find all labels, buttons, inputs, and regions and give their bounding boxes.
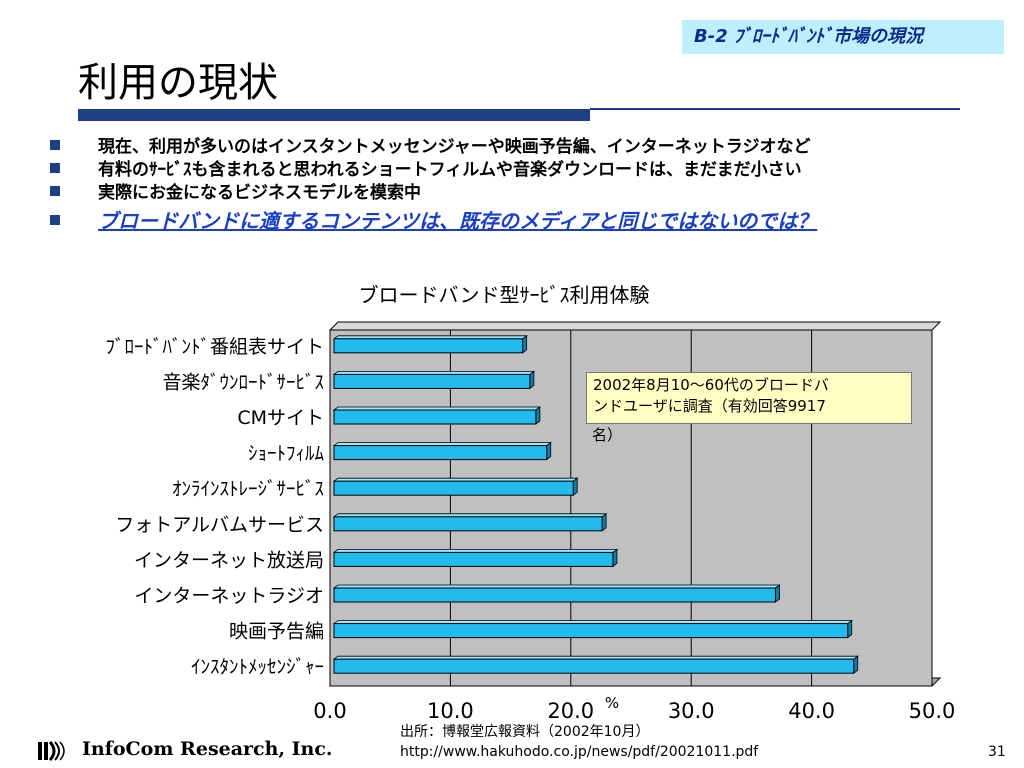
plot-top-wall bbox=[328, 321, 942, 331]
category-label: ｲﾝｽﾀﾝﾄﾒｯｾﾝｼﾞｬｰ bbox=[191, 656, 324, 678]
x-axis-label: % bbox=[605, 694, 619, 712]
category-label: インターネット放送局 bbox=[134, 549, 324, 571]
category-label: CMサイト bbox=[237, 407, 324, 429]
category-label: インターネットラジオ bbox=[134, 585, 324, 607]
bar bbox=[333, 409, 537, 425]
bar bbox=[333, 551, 614, 567]
x-tick-label: 20.0 bbox=[547, 699, 594, 723]
bar-side bbox=[601, 512, 607, 532]
bullet-square-icon bbox=[50, 186, 60, 196]
bullet-square-icon bbox=[50, 215, 60, 225]
bar-side bbox=[529, 370, 535, 390]
bar-side bbox=[853, 655, 859, 675]
page-title: 利用の現状 bbox=[78, 60, 278, 106]
bullet-item: 実際にお金になるビジネスモデルを模索中 bbox=[40, 178, 1000, 203]
bullet-item: 現在、利用が多いのはインスタントメッセンジャーや映画予告編、インターネットラジオ… bbox=[40, 132, 1000, 157]
x-tick-label: 10.0 bbox=[427, 699, 474, 723]
bullet-item-emphasis: ブロードバンドに適するコンテンツは、既存のメディアと同じではないのでは？ bbox=[40, 205, 1000, 235]
survey-note-line: 名） bbox=[592, 426, 623, 444]
bar bbox=[333, 516, 603, 532]
bar bbox=[333, 480, 574, 496]
bullet-text: 有料のｻｰﾋﾞｽも含まれると思われるショートフィルムや音楽ダウンロードは、まだま… bbox=[98, 160, 802, 180]
company-name: InfoCom Research, Inc. bbox=[82, 738, 333, 760]
title-rule-thin bbox=[590, 108, 960, 110]
survey-note-line: 2002年8月10～60代のブロードバ bbox=[593, 376, 829, 394]
source-url: http://www.hakuhodo.co.jp/news/pdf/20021… bbox=[400, 744, 759, 760]
category-label: 音楽ﾀﾞｳﾝﾛｰﾄﾞｻｰﾋﾞｽ bbox=[162, 371, 324, 393]
bullet-square-icon bbox=[50, 163, 60, 173]
category-label: ｵﾝﾗｲﾝｽﾄﾚｰｼﾞｻｰﾋﾞｽ bbox=[172, 478, 324, 500]
survey-note-line: ンドユーザに調査（有効回答9917 bbox=[593, 397, 826, 415]
bar bbox=[333, 623, 849, 639]
bar bbox=[333, 445, 548, 461]
x-tick-label: 0.0 bbox=[313, 699, 346, 723]
source-citation: 出所：博報堂広報資料（2002年10月） http://www.hakuhodo… bbox=[400, 722, 758, 762]
bullet-text: 現在、利用が多いのはインスタントメッセンジャーや映画予告編、インターネットラジオ… bbox=[98, 137, 811, 157]
title-rule-thick bbox=[78, 109, 590, 121]
category-label: フォトアルバムサービス bbox=[115, 514, 324, 536]
chart-title: ブロードバンド型ｻｰﾋﾞｽ利用体験 bbox=[359, 283, 650, 307]
x-tick-label: 30.0 bbox=[668, 699, 715, 723]
bullet-list: 現在、利用が多いのはインスタントメッセンジャーや映画予告編、インターネットラジオ… bbox=[40, 132, 1000, 235]
bar-side bbox=[546, 441, 552, 461]
bullet-text: 実際にお金になるビジネスモデルを模索中 bbox=[98, 183, 421, 203]
bar bbox=[333, 587, 776, 603]
bar-side bbox=[522, 334, 528, 354]
page-number: 31 bbox=[988, 744, 1006, 760]
x-tick-label: 40.0 bbox=[788, 699, 835, 723]
bullet-item: 有料のｻｰﾋﾞｽも含まれると思われるショートフィルムや音楽ダウンロードは、まだま… bbox=[40, 155, 1000, 180]
company-logo-icon bbox=[38, 741, 65, 761]
bar-side bbox=[535, 406, 541, 425]
section-badge: B-2 ﾌﾞﾛｰﾄﾞﾊﾞﾝﾄﾞ市場の現況 bbox=[682, 20, 1004, 54]
bar-side bbox=[775, 584, 780, 603]
survey-note: 2002年8月10～60代のブロードバ ンドユーザに調査（有効回答9917 bbox=[586, 372, 912, 424]
bar bbox=[333, 658, 855, 674]
bar-side bbox=[847, 619, 853, 639]
bullet-square-icon bbox=[50, 140, 60, 150]
category-label: ｼｮｰﾄﾌｨﾙﾑ bbox=[248, 443, 324, 465]
source-line: 出所：博報堂広報資料（2002年10月） bbox=[400, 724, 650, 740]
bullet-text-emphasis: ブロードバンドに適するコンテンツは、既存のメディアと同じではないのでは？ bbox=[98, 209, 818, 233]
x-tick-label: 50.0 bbox=[909, 699, 956, 723]
bar-side bbox=[572, 477, 578, 497]
category-label: 映画予告編 bbox=[229, 621, 324, 643]
bar bbox=[333, 338, 524, 354]
category-label: ﾌﾞﾛｰﾄﾞﾊﾞﾝﾄﾞ番組表サイト bbox=[105, 336, 324, 358]
bar-side bbox=[612, 548, 618, 568]
bar bbox=[333, 373, 531, 389]
